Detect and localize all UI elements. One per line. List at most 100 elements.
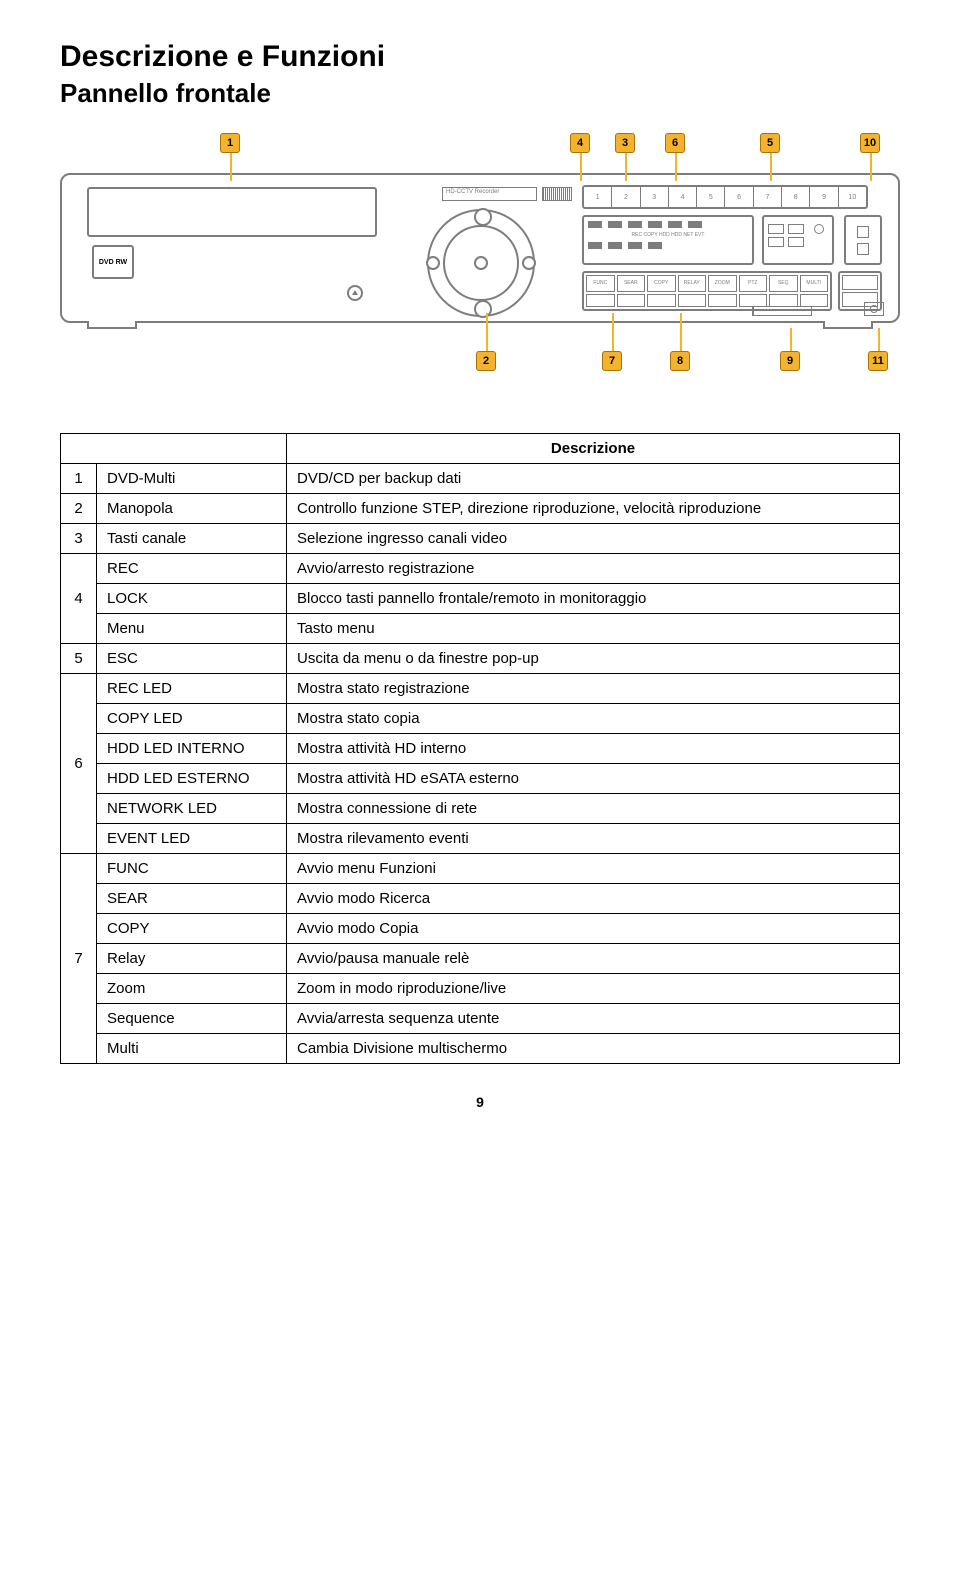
row-key: Zoom — [97, 974, 287, 1004]
panel-btn: MULTI — [800, 275, 829, 292]
row-value: Mostra connessione di rete — [287, 794, 900, 824]
channel-4: 4 — [669, 187, 697, 207]
row-key: DVD-Multi — [97, 464, 287, 494]
panel-btn — [617, 294, 646, 307]
callout-9: 9 — [780, 351, 800, 371]
row-value: Avvio/arresto registrazione — [287, 554, 900, 584]
foot-left — [87, 321, 137, 329]
row-key: COPY — [97, 914, 287, 944]
channel-8: 8 — [782, 187, 810, 207]
panel-btn: FUNC — [586, 275, 615, 292]
row-key: Manopola — [97, 494, 287, 524]
dvd-badge: DVD RW — [92, 245, 134, 279]
panel-btn — [647, 294, 676, 307]
row-key: Tasti canale — [97, 524, 287, 554]
channel-strip: 12345678910 — [582, 185, 868, 209]
button-panel: FUNCSEARCOPYRELAYZOOMPTZSEQMULTI — [582, 271, 832, 311]
row-value: Avvio/pausa manuale relè — [287, 944, 900, 974]
callout-5: 5 — [760, 133, 780, 153]
row-value: Avvio modo Copia — [287, 914, 900, 944]
led-panel: REC COPY HDD HDD NET EVT — [582, 215, 754, 265]
callout-2: 2 — [476, 351, 496, 371]
channel-1: 1 — [584, 187, 612, 207]
row-value: Blocco tasti pannello frontale/remoto in… — [287, 584, 900, 614]
row-number: 6 — [61, 674, 97, 854]
description-table: Descrizione 1DVD-MultiDVD/CD per backup … — [60, 433, 900, 1064]
row-value: Cambia Divisione multischermo — [287, 1034, 900, 1064]
callout-11: 11 — [868, 351, 888, 371]
row-value: Mostra stato copia — [287, 704, 900, 734]
table-row: 6REC LEDMostra stato registrazione — [61, 674, 900, 704]
callout-3: 3 — [615, 133, 635, 153]
table-row: EVENT LEDMostra rilevamento eventi — [61, 824, 900, 854]
row-value: Avvia/arresta sequenza utente — [287, 1004, 900, 1034]
channel-9: 9 — [810, 187, 838, 207]
disc-tray — [87, 187, 377, 237]
panel-btn: RELAY — [678, 275, 707, 292]
panel-btn: SEAR — [617, 275, 646, 292]
row-number: 3 — [61, 524, 97, 554]
channel-7: 7 — [754, 187, 782, 207]
channel-2: 2 — [612, 187, 640, 207]
panel-btn: ZOOM — [708, 275, 737, 292]
eject-button — [347, 285, 363, 301]
row-value: Mostra attività HD interno — [287, 734, 900, 764]
row-key: FUNC — [97, 854, 287, 884]
table-row: NETWORK LEDMostra connessione di rete — [61, 794, 900, 824]
table-row: 4RECAvvio/arresto registrazione — [61, 554, 900, 584]
row-value: Tasto menu — [287, 614, 900, 644]
row-key: LOCK — [97, 584, 287, 614]
row-key: Multi — [97, 1034, 287, 1064]
jog-dial — [427, 209, 535, 317]
table-row: 5ESCUscita da menu o da finestre pop-up — [61, 644, 900, 674]
row-value: DVD/CD per backup dati — [287, 464, 900, 494]
row-key: REC LED — [97, 674, 287, 704]
row-key: Sequence — [97, 1004, 287, 1034]
row-number: 5 — [61, 644, 97, 674]
panel-btn — [586, 294, 615, 307]
table-row: SEARAvvio modo Ricerca — [61, 884, 900, 914]
channel-6: 6 — [725, 187, 753, 207]
power-button — [864, 302, 884, 316]
row-key: Relay — [97, 944, 287, 974]
barcode — [542, 187, 572, 201]
page-number: 9 — [60, 1094, 900, 1110]
table-row: MultiCambia Divisione multischermo — [61, 1034, 900, 1064]
small-panel — [762, 215, 834, 265]
row-value: Uscita da menu o da finestre pop-up — [287, 644, 900, 674]
table-row: 7FUNCAvvio menu Funzioni — [61, 854, 900, 884]
row-number: 4 — [61, 554, 97, 644]
far-panel — [844, 215, 882, 265]
table-row: 1DVD-MultiDVD/CD per backup dati — [61, 464, 900, 494]
page-heading: Descrizione e Funzioni — [60, 40, 900, 74]
row-key: ESC — [97, 644, 287, 674]
table-row: HDD LED ESTERNOMostra attività HD eSATA … — [61, 764, 900, 794]
table-row: SequenceAvvia/arresta sequenza utente — [61, 1004, 900, 1034]
row-value: Avvio modo Ricerca — [287, 884, 900, 914]
callout-7: 7 — [602, 351, 622, 371]
row-key: COPY LED — [97, 704, 287, 734]
row-number: 7 — [61, 854, 97, 1064]
row-value: Mostra attività HD eSATA esterno — [287, 764, 900, 794]
chassis: DVD RW HD-CCTV Recorder 12345678910 REC … — [60, 173, 900, 323]
row-value: Avvio menu Funzioni — [287, 854, 900, 884]
callout-4: 4 — [570, 133, 590, 153]
row-value: Zoom in modo riproduzione/live — [287, 974, 900, 1004]
panel-btn: PTZ — [739, 275, 768, 292]
row-key: SEAR — [97, 884, 287, 914]
row-key: Menu — [97, 614, 287, 644]
panel-btn — [708, 294, 737, 307]
table-row: COPYAvvio modo Copia — [61, 914, 900, 944]
front-panel-diagram: DVD RW HD-CCTV Recorder 12345678910 REC … — [60, 133, 900, 393]
callout-1: 1 — [220, 133, 240, 153]
table-header: Descrizione — [287, 434, 900, 464]
channel-3: 3 — [641, 187, 669, 207]
callout-8: 8 — [670, 351, 690, 371]
page-subheading: Pannello frontale — [60, 78, 900, 109]
model-label: HD-CCTV Recorder — [442, 187, 537, 201]
table-row: MenuTasto menu — [61, 614, 900, 644]
channel-10: 10 — [839, 187, 866, 207]
row-key: HDD LED ESTERNO — [97, 764, 287, 794]
usb-ports — [752, 306, 812, 316]
row-key: EVENT LED — [97, 824, 287, 854]
